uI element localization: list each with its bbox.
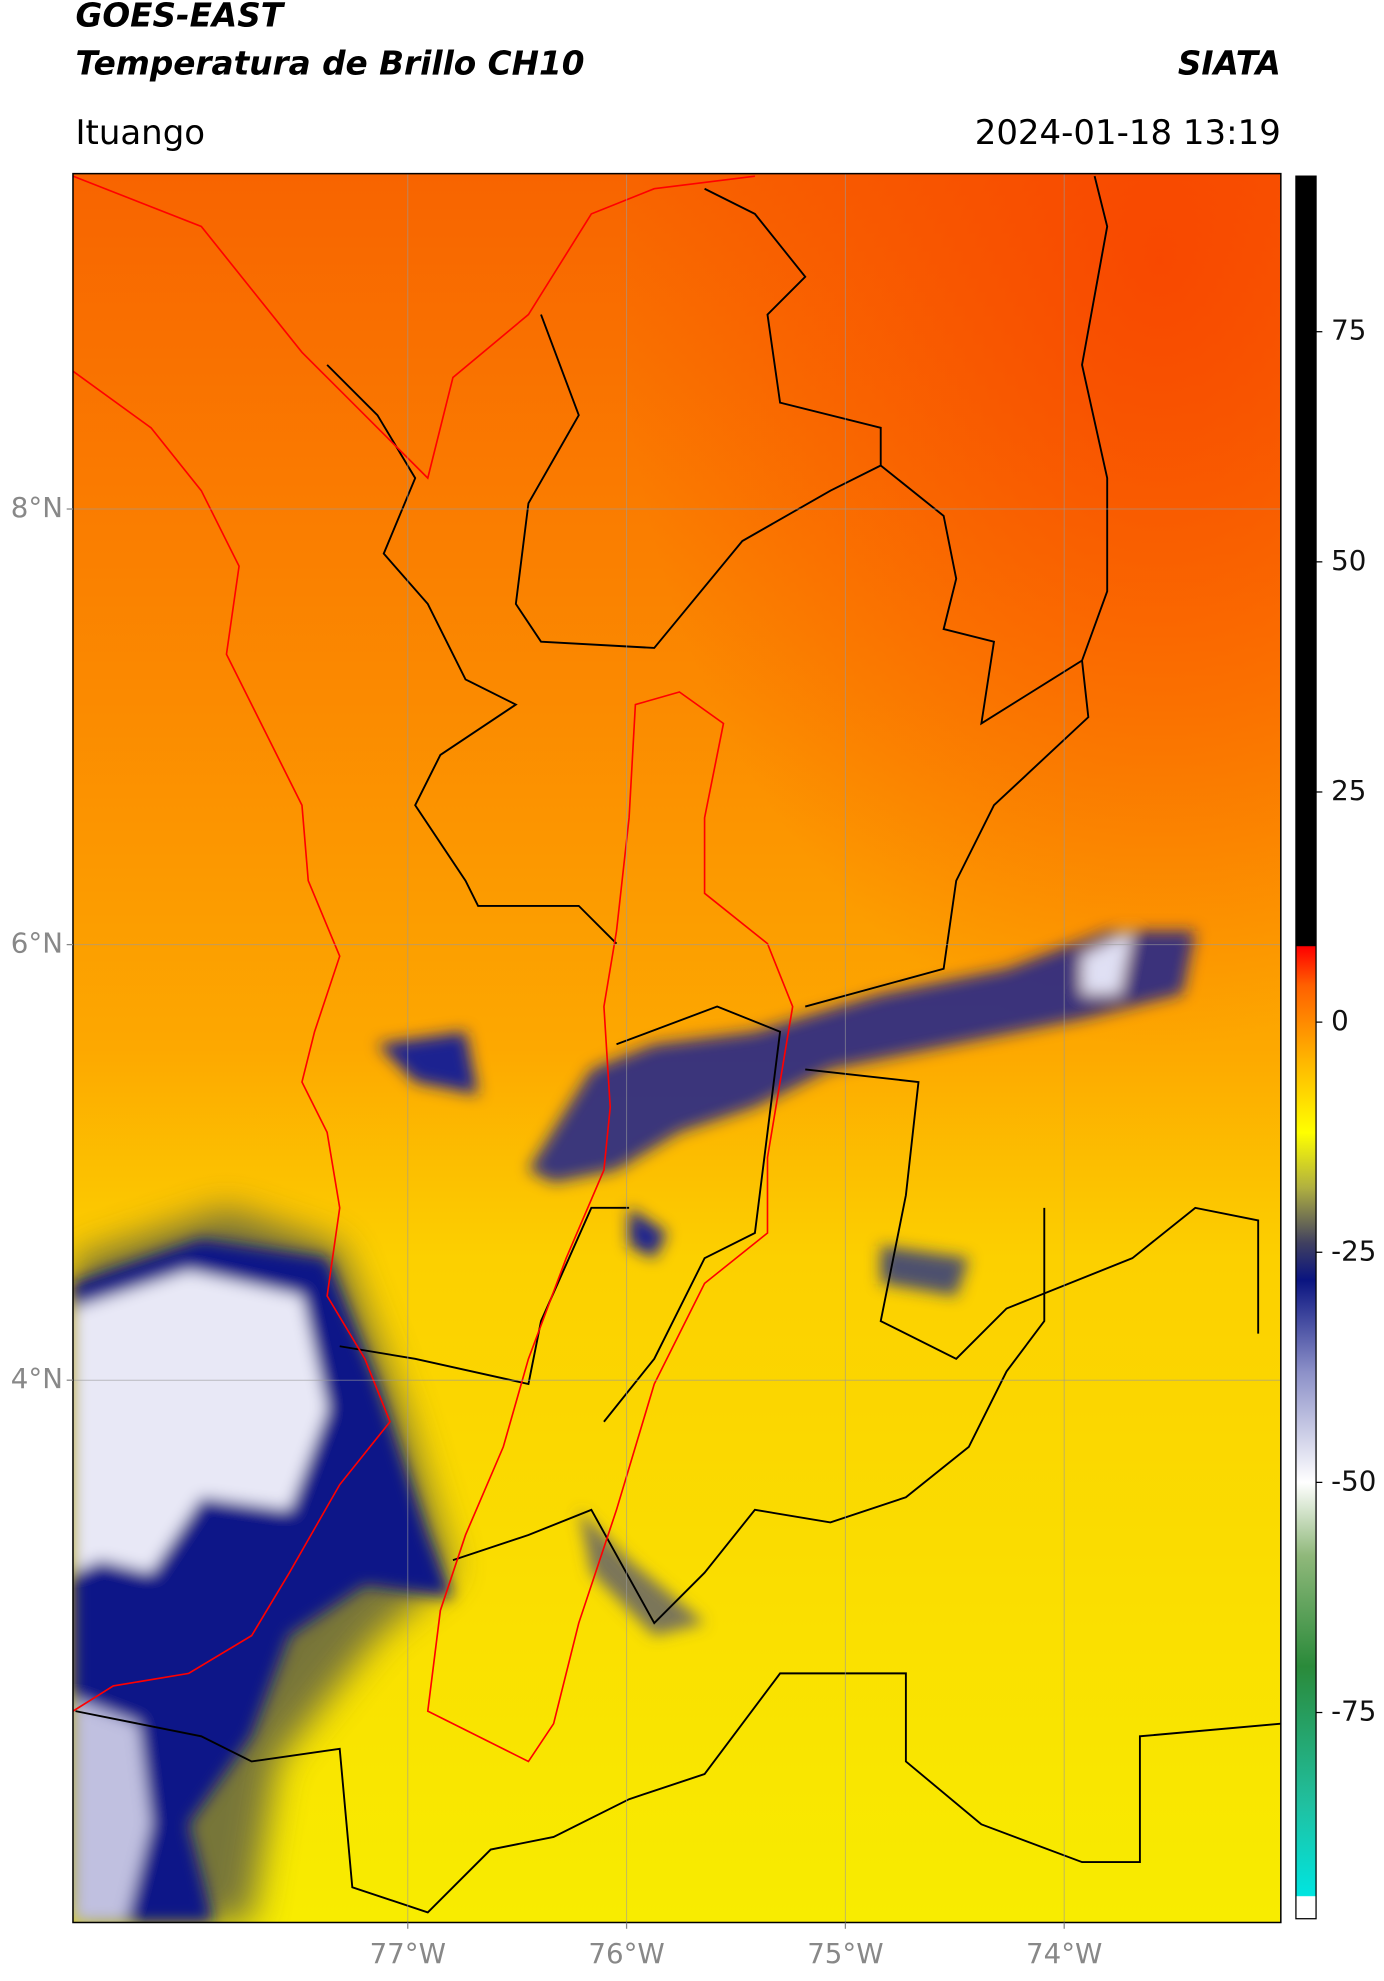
x-tick-label: 75°W [807,1937,883,1970]
colorbar-tick-label: 50 [1331,544,1366,577]
colorbar-tick-label: -25 [1331,1234,1376,1267]
colorbar-tick-label: 0 [1331,1004,1349,1037]
colorbar-tick-label: 75 [1331,314,1366,347]
datetime: 2024-01-18 13:19 [975,113,1281,153]
colorbar-tick-label: 25 [1331,774,1366,807]
map-image [72,173,1281,1923]
coastline-and-basin [72,175,794,1763]
grid [72,173,1281,1923]
region: Ituango [75,113,205,153]
map-frame [72,172,1282,1924]
colorbar [1295,175,1317,1920]
colorbar-tick-label: -50 [1331,1464,1376,1497]
x-tick-label: 74°W [1026,1937,1102,1970]
x-tick-label: 76°W [588,1937,664,1970]
x-tick-label: 77°W [370,1937,446,1970]
subtitle: Temperatura de Brillo CH10 [75,44,584,82]
borders [75,175,1281,1914]
y-tick-label: 4°N [11,1362,63,1395]
title: GOES-EAST [75,0,285,35]
y-tick-label: 6°N [11,927,63,960]
source: SIATA [1178,44,1281,82]
y-tick-label: 8°N [11,491,63,524]
colorbar-tick-label: -75 [1331,1695,1376,1728]
